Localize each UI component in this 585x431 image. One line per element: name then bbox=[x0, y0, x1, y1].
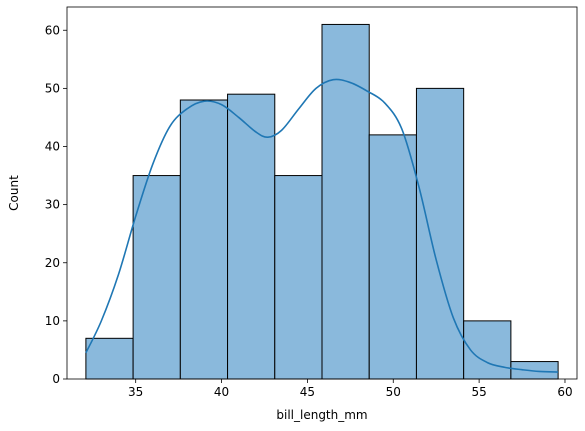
histogram-bar bbox=[85, 337, 134, 380]
y-tick-label: 0 bbox=[52, 372, 60, 386]
x-axis-label: bill_length_mm bbox=[276, 408, 367, 422]
kde-curve bbox=[85, 78, 559, 373]
y-tick-label: 10 bbox=[45, 314, 60, 328]
y-tick-label: 50 bbox=[45, 81, 60, 95]
x-tick-label: 35 bbox=[128, 385, 143, 399]
histogram-bar bbox=[179, 99, 229, 380]
y-tick-label: 60 bbox=[45, 23, 60, 37]
x-tick-label: 55 bbox=[471, 385, 486, 399]
histogram-bar bbox=[415, 87, 465, 380]
plot-frame bbox=[66, 6, 578, 380]
histogram-bar bbox=[368, 134, 417, 380]
x-tick-label: 50 bbox=[386, 385, 401, 399]
histogram-bar bbox=[227, 93, 276, 380]
x-tick-labels: 35 40 45 50 55 60 bbox=[128, 385, 573, 399]
histogram-bar bbox=[132, 175, 181, 380]
x-tick-label: 40 bbox=[214, 385, 229, 399]
x-tick-label: 45 bbox=[300, 385, 315, 399]
y-tick-label: 20 bbox=[45, 256, 60, 270]
y-tick-label: 40 bbox=[45, 140, 60, 154]
x-tick-marks bbox=[135, 379, 566, 383]
histogram-bar bbox=[274, 175, 323, 380]
y-tick-label: 30 bbox=[45, 198, 60, 212]
y-axis-label: Count bbox=[7, 175, 21, 211]
y-tick-marks bbox=[63, 29, 67, 380]
x-tick-label: 60 bbox=[557, 385, 572, 399]
y-tick-labels: 0 10 20 30 40 50 60 bbox=[45, 23, 60, 386]
histogram-bar bbox=[321, 23, 370, 380]
bars-group bbox=[85, 23, 559, 380]
